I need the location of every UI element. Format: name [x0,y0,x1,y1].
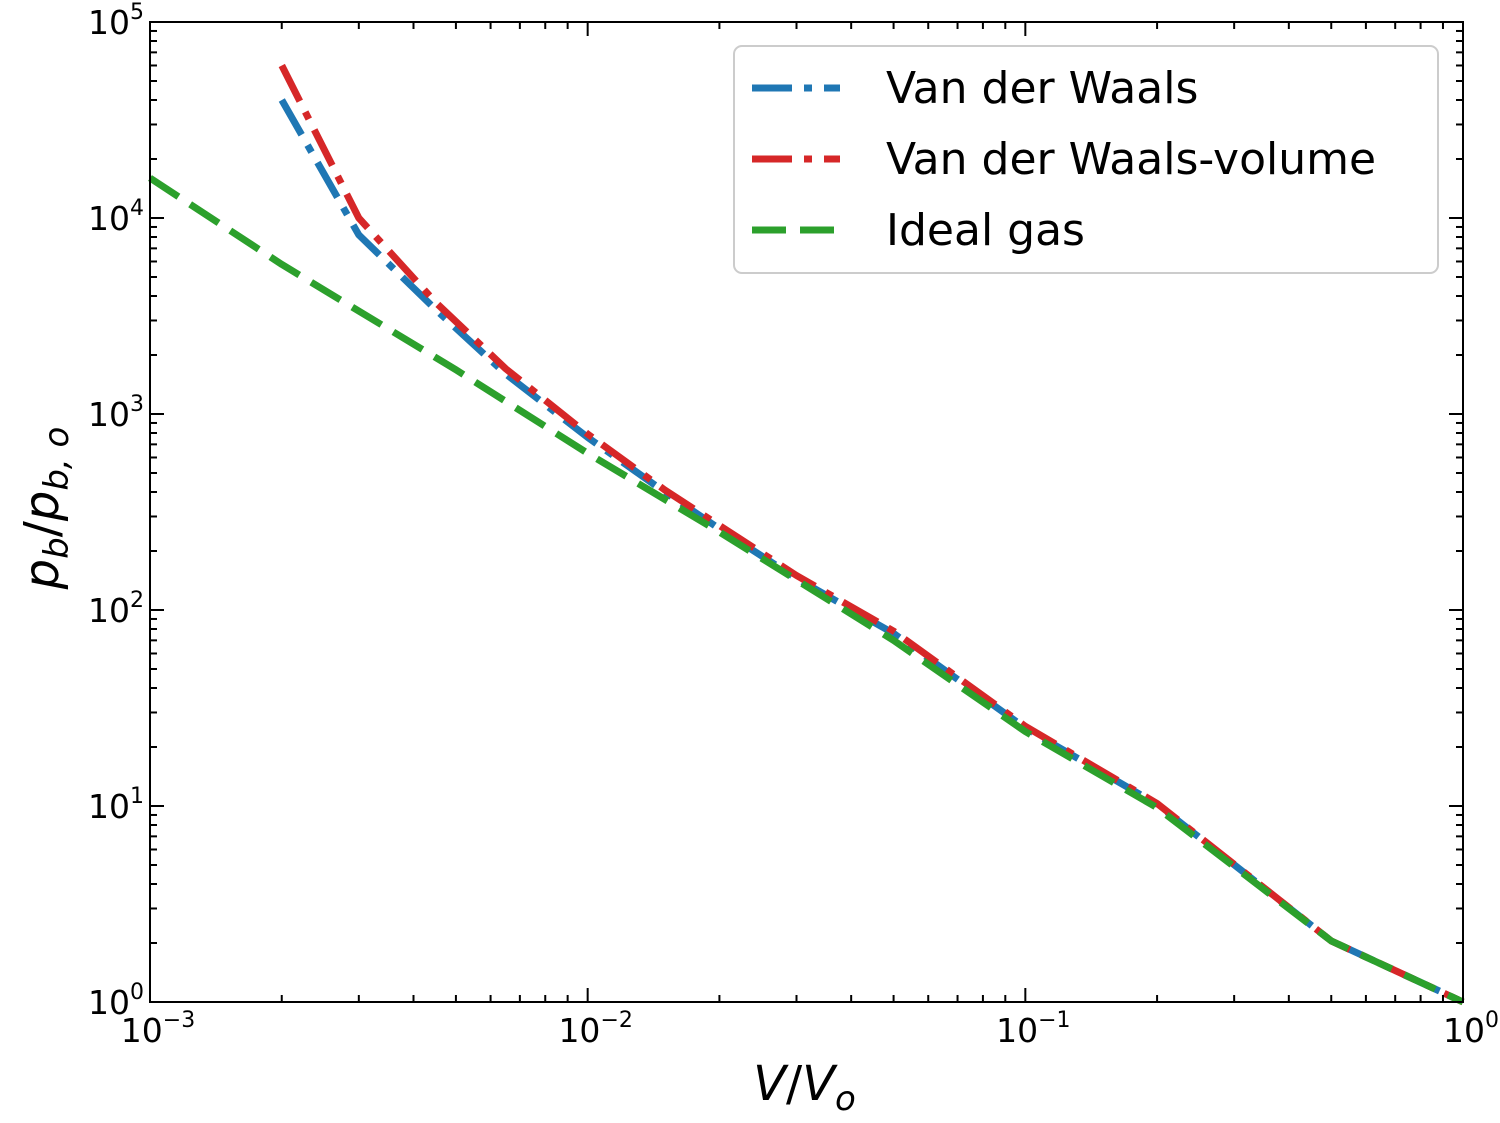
x-tick-label: 10−3 [121,1008,195,1050]
series-line-2 [278,63,1465,1006]
x-tick-label: 10−1 [996,1008,1070,1050]
x-tick-label: 10−2 [558,1008,632,1050]
legend-label-1: Van der Waals [886,63,1198,114]
y-tick-label: 105 [88,0,144,42]
y-tick-label: 100 [88,980,144,1022]
x-axis-label: V/Vo [753,1056,856,1119]
plot-frame [149,21,1464,1003]
y-axis-label: pb/pb, o [14,427,77,591]
legend: Van der Waals Van der Waals-volume Ideal g… [733,45,1439,274]
y-tick-label: 102 [88,588,144,630]
x-tick-label: 100 [1443,1008,1499,1050]
legend-box [733,45,1439,274]
labels-layer: 10−3 10−2 10−1 100 100 101 102 103 104 105 [88,0,1499,1050]
legend-label-3: Ideal gas [886,205,1085,256]
legend-label-2: Van der Waals-volume [886,134,1376,185]
y-tick-label: 103 [88,392,144,434]
series-layer [148,63,1465,1006]
y-tick-label: 104 [88,196,144,238]
series-line-3 [148,175,1465,1006]
y-tick-label: 101 [88,784,144,826]
